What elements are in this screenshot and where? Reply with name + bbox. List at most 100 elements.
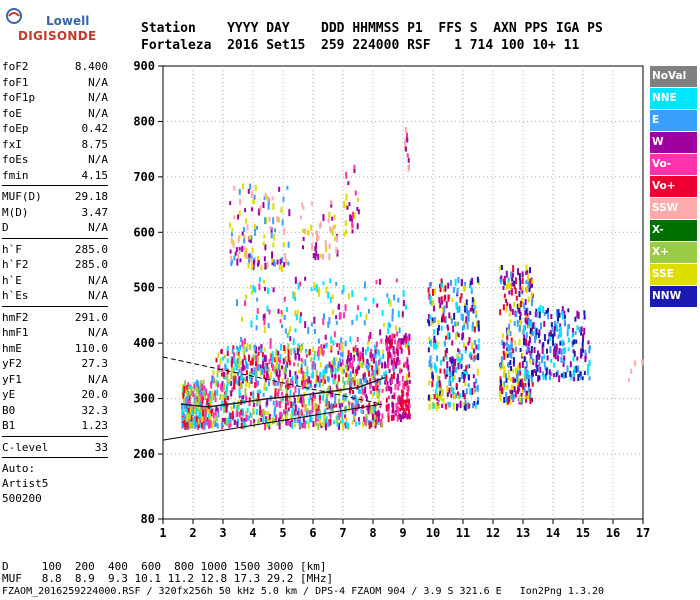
echo-point bbox=[439, 302, 442, 308]
echo-point bbox=[451, 340, 454, 346]
echo-point bbox=[373, 421, 376, 426]
echo-point bbox=[299, 316, 302, 324]
echo-point bbox=[317, 349, 320, 357]
echo-point bbox=[470, 286, 473, 291]
echo-point bbox=[476, 400, 479, 405]
echo-point bbox=[249, 376, 252, 381]
echo-point bbox=[335, 281, 338, 286]
echo-point bbox=[259, 405, 262, 410]
x-tick-label: 10 bbox=[426, 526, 440, 540]
param-row: h`E N/A bbox=[2, 273, 108, 289]
echo-point bbox=[241, 407, 244, 414]
echo-point bbox=[278, 186, 281, 192]
echo-point bbox=[322, 394, 325, 401]
echo-point bbox=[524, 368, 527, 376]
echo-point bbox=[386, 362, 389, 369]
echo-point bbox=[351, 290, 354, 298]
echo-point bbox=[255, 354, 258, 362]
echo-point bbox=[220, 421, 223, 427]
echo-point bbox=[284, 402, 287, 410]
echo-point bbox=[295, 314, 298, 321]
echo-point bbox=[535, 332, 538, 340]
echo-point bbox=[473, 355, 476, 360]
echo-point bbox=[574, 331, 577, 336]
echo-point bbox=[521, 397, 524, 404]
echo-point bbox=[283, 262, 286, 268]
echo-point bbox=[254, 375, 257, 382]
echo-point bbox=[327, 291, 330, 299]
echo-point bbox=[264, 410, 267, 416]
echo-point bbox=[278, 417, 281, 422]
echo-point bbox=[401, 402, 404, 410]
echo-point bbox=[316, 415, 319, 420]
echo-point bbox=[240, 366, 243, 373]
echo-point bbox=[475, 344, 478, 350]
echo-point bbox=[353, 373, 356, 381]
echo-point bbox=[525, 308, 528, 315]
echo-point bbox=[274, 394, 277, 400]
echo-point bbox=[325, 368, 328, 374]
echo-point bbox=[386, 349, 389, 354]
echo-point bbox=[374, 349, 377, 355]
echo-point bbox=[271, 251, 274, 259]
echo-point bbox=[193, 418, 196, 425]
echo-point bbox=[239, 198, 242, 205]
echo-point bbox=[289, 326, 292, 332]
echo-point bbox=[317, 347, 320, 352]
echo-point bbox=[379, 356, 382, 364]
echo-point bbox=[521, 271, 524, 278]
echo-point bbox=[265, 368, 268, 373]
echo-point bbox=[319, 348, 322, 356]
echo-point bbox=[506, 384, 509, 390]
param-value: 291.0 bbox=[74, 310, 108, 324]
echo-point bbox=[525, 390, 528, 396]
echo-point bbox=[390, 361, 393, 366]
echo-point bbox=[281, 382, 284, 387]
echo-point bbox=[266, 362, 269, 369]
echo-point bbox=[529, 388, 532, 396]
echo-point bbox=[526, 286, 529, 294]
echo-point bbox=[500, 364, 503, 369]
echo-point bbox=[263, 423, 266, 431]
echo-point bbox=[288, 360, 291, 366]
echo-point bbox=[314, 383, 317, 388]
echo-point bbox=[436, 355, 439, 362]
echo-point bbox=[347, 181, 350, 186]
echo-point bbox=[245, 395, 248, 402]
echo-point bbox=[184, 380, 187, 387]
y-tick-label: 200 bbox=[133, 447, 155, 461]
echo-point bbox=[569, 361, 572, 368]
echo-point bbox=[241, 245, 244, 252]
echo-point bbox=[559, 323, 562, 328]
echo-point bbox=[218, 368, 221, 373]
echo-point bbox=[284, 252, 287, 260]
echo-point bbox=[299, 410, 302, 415]
brand-lowell: Lowell bbox=[46, 14, 90, 28]
echo-point bbox=[329, 278, 332, 284]
echo-point bbox=[521, 277, 524, 284]
echo-point bbox=[641, 359, 644, 366]
echo-point bbox=[296, 309, 299, 315]
param-row: hmE 110.0 bbox=[2, 341, 108, 357]
echo-point bbox=[510, 290, 513, 296]
echo-point bbox=[476, 396, 479, 404]
echo-point bbox=[282, 196, 285, 202]
echo-point bbox=[308, 417, 311, 423]
echo-point bbox=[506, 341, 509, 346]
echo-point bbox=[207, 394, 210, 402]
echo-point bbox=[510, 341, 513, 346]
echo-point bbox=[365, 421, 368, 427]
echo-point bbox=[284, 394, 287, 402]
echo-point bbox=[373, 401, 376, 408]
echo-point bbox=[510, 366, 513, 372]
echo-point bbox=[240, 373, 243, 381]
echo-point bbox=[519, 319, 522, 325]
echo-point bbox=[510, 351, 513, 359]
echo-point bbox=[269, 341, 272, 349]
echo-point bbox=[371, 413, 374, 421]
echo-point bbox=[281, 365, 284, 370]
echo-point bbox=[271, 364, 274, 372]
echo-point bbox=[533, 335, 536, 343]
echo-point bbox=[463, 343, 466, 349]
echo-point bbox=[256, 297, 259, 302]
